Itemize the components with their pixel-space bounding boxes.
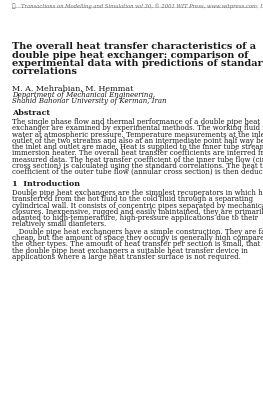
Text: Transactions on Modelling and Simulation vol 30, © 2001 WIT Press, www.witpress.: Transactions on Modelling and Simulation… (21, 3, 263, 9)
Text: Department of Mechanical Engineering,: Department of Mechanical Engineering, (12, 91, 155, 99)
Text: closures. Inexpensive, rugged and easily maintained, they are primarily: closures. Inexpensive, rugged and easily… (12, 208, 263, 216)
Text: cross section) is calculated using the standard correlations. The heat transfer: cross section) is calculated using the s… (12, 162, 263, 170)
Text: exchanger are examined by experimental methods. The working fluid is: exchanger are examined by experimental m… (12, 124, 263, 133)
Text: the inlet and outlet are made. Heat is supplied to the inner tube stream by an: the inlet and outlet are made. Heat is s… (12, 143, 263, 151)
Text: applications where a large heat transfer surface is not required.: applications where a large heat transfer… (12, 253, 241, 261)
Text: Abstract: Abstract (12, 109, 50, 117)
Text: outlet of the two streams and also at an intermediate point half way between: outlet of the two streams and also at an… (12, 137, 263, 145)
Text: The single phase flow and thermal performance of a double pipe heat: The single phase flow and thermal perfor… (12, 118, 260, 126)
Text: Shahid Bahonar University of Kerman, Iran: Shahid Bahonar University of Kerman, Ira… (12, 97, 166, 105)
Text: cheap, but the amount of space they occupy is generally high compared with: cheap, but the amount of space they occu… (12, 234, 263, 242)
Text: measured data. The heat transfer coefficient of the inner tube flow (circular: measured data. The heat transfer coeffic… (12, 155, 263, 164)
Text: double pipe heat exchanger: comparison of: double pipe heat exchanger: comparison o… (12, 51, 248, 60)
Text: immersion heater. The overall heat transfer coefficients are inferred from the: immersion heater. The overall heat trans… (12, 149, 263, 157)
Text: M. A. Mehrabian, M. Hemmat: M. A. Mehrabian, M. Hemmat (12, 84, 133, 92)
Text: The overall heat transfer characteristics of a: The overall heat transfer characteristic… (12, 42, 256, 51)
Text: transferred from the hot fluid to the cold fluid through a separating: transferred from the hot fluid to the co… (12, 195, 253, 204)
Text: Double pipe heat exchangers have a simple construction. They are fairly: Double pipe heat exchangers have a simpl… (12, 228, 263, 236)
Text: relatively small diameters.: relatively small diameters. (12, 220, 106, 228)
Text: the double pipe heat exchangers a suitable heat transfer device in: the double pipe heat exchangers a suitab… (12, 246, 248, 255)
Text: Double pipe heat exchangers are the simplest recuperators in which heat is: Double pipe heat exchangers are the simp… (12, 189, 263, 197)
Text: ❧: ❧ (12, 3, 16, 9)
Text: experimental data with predictions of standard: experimental data with predictions of st… (12, 59, 263, 68)
Text: the other types. The amount of heat transfer per section is small, that makes: the other types. The amount of heat tran… (12, 240, 263, 248)
Text: cylindrical wall. It consists of concentric pipes separated by mechanical: cylindrical wall. It consists of concent… (12, 202, 263, 210)
Text: correlations: correlations (12, 67, 78, 77)
Text: adapted to high-temperature, high-pressure applications due to their: adapted to high-temperature, high-pressu… (12, 214, 258, 222)
Text: water at atmospheric pressure. Temperature measurements at the inlet and: water at atmospheric pressure. Temperatu… (12, 131, 263, 139)
Text: coefficient of the outer tube flow (annular cross section) is then deduced.: coefficient of the outer tube flow (annu… (12, 168, 263, 176)
Text: 1  Introduction: 1 Introduction (12, 180, 80, 188)
